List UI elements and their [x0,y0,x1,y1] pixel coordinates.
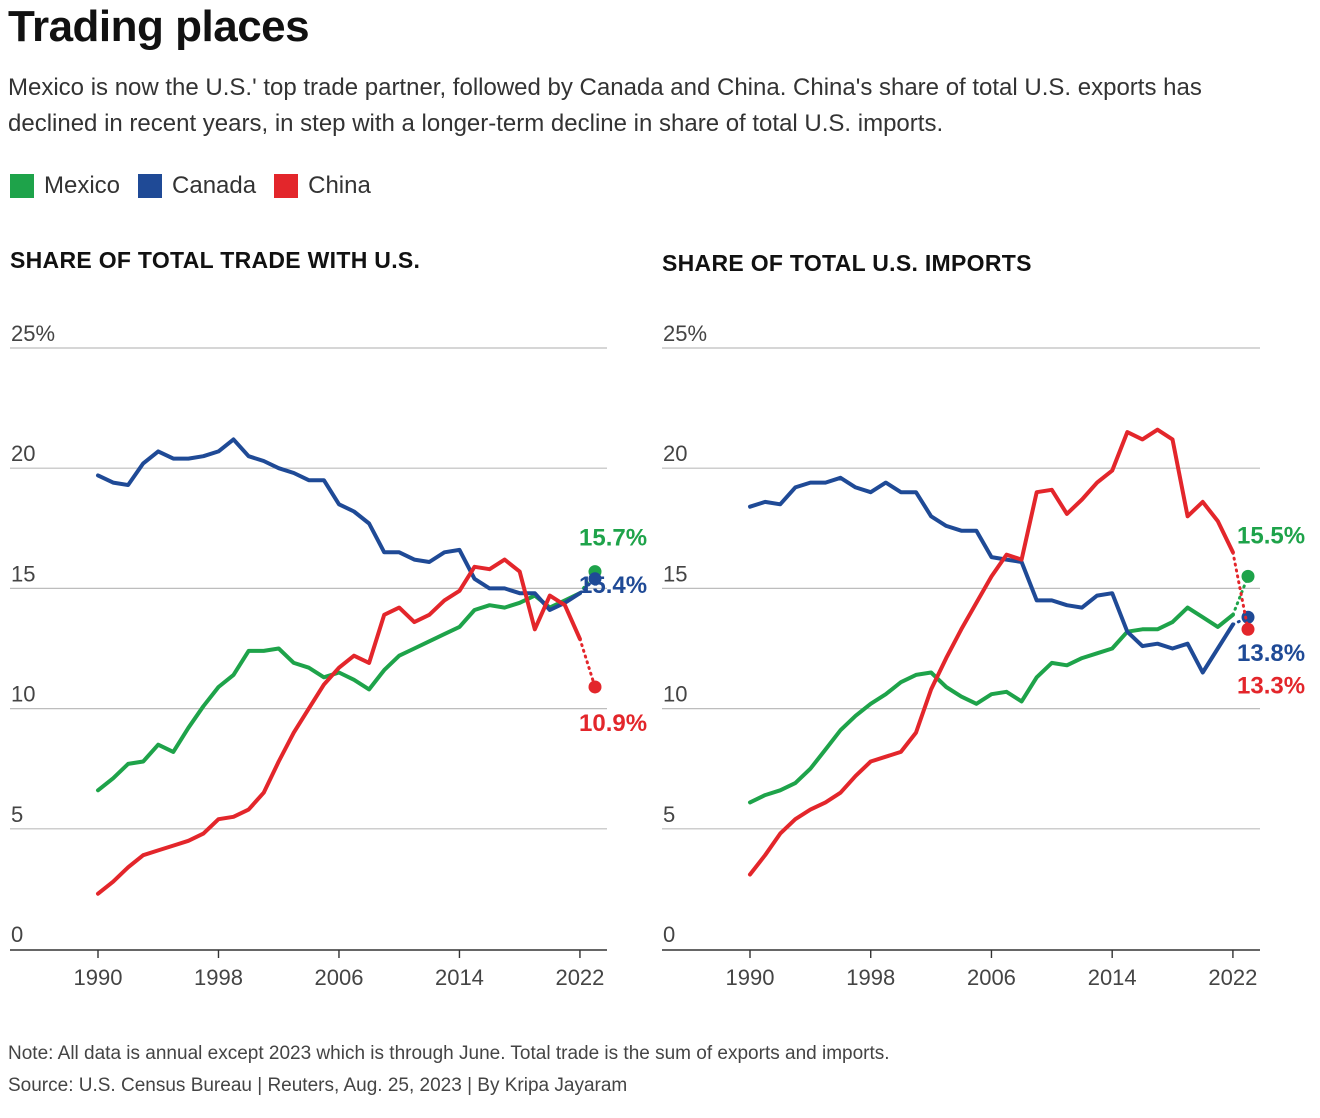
y-tick-label: 5 [11,802,23,827]
y-tick-label: 0 [663,922,675,947]
y-tick-label: 25% [663,321,707,346]
y-tick-label: 10 [11,682,35,707]
x-tick-label: 1990 [74,965,123,990]
y-tick-label: 25% [11,321,55,346]
final-label-mexico: 15.7% [579,525,647,552]
y-tick-label: 10 [663,682,687,707]
final-point-mexico [1241,569,1255,583]
x-tick-label: 2022 [555,965,604,990]
legend-item-canada: Canada [138,172,256,200]
legend-label-canada: Canada [172,172,257,199]
subtitle: Mexico is now the U.S.' top trade partne… [8,74,1202,137]
legend-item-mexico: Mexico [10,172,120,200]
series-dotted-china [1231,550,1250,631]
x-tick-label: 2022 [1208,965,1257,990]
x-tick-label: 2014 [1088,965,1137,990]
legend-swatch-canada [138,174,163,198]
y-tick-label: 20 [663,441,687,466]
final-label-china: 10.9% [579,710,647,737]
legend-swatch-china [274,174,299,198]
legend-label-mexico: Mexico [44,172,121,199]
source-line: Source: U.S. Census Bureau | Reuters, Au… [8,1075,628,1096]
final-point-canada [1241,610,1255,624]
final-label-mexico: 15.5% [1237,522,1305,549]
series-line-china [748,427,1235,877]
legend-swatch-mexico [10,174,34,198]
x-tick-label: 2006 [967,965,1016,990]
final-label-china: 13.3% [1237,672,1305,699]
x-tick-label: 1998 [846,965,895,990]
final-point-china [588,680,602,694]
legend-item-china: China [274,172,371,200]
final-point-china [1241,622,1255,636]
y-tick-label: 0 [11,922,23,947]
series-line-china [96,557,582,896]
chart-imports: 25% 20 15 10 5 0 1990 1998 2006 2014 2022 15.5% 13.8… [662,321,1305,990]
y-tick-label: 20 [11,441,35,466]
charts-canvas: 25% 20 15 10 5 0 1990 1998 2006 2014 2022 15.7% 15.4… [10,321,1305,990]
series-dotted-mexico [578,570,597,595]
series-line-mexico [96,591,582,793]
final-point-canada [588,572,602,586]
x-tick-label: 2014 [435,965,484,990]
y-tick-label: 5 [663,802,675,827]
legend-label-china: China [308,172,371,199]
footnote: Note: All data is annual except 2023 whi… [8,1043,890,1064]
series-dotted-mexico [1231,574,1250,617]
chart-title-total-trade: SHARE OF TOTAL TRADE WITH U.S. [10,247,421,273]
final-label-canada: 13.8% [1237,640,1305,667]
series-line-mexico [748,605,1235,805]
x-tick-label: 2006 [314,965,363,990]
y-tick-label: 15 [11,561,35,586]
y-tick-label: 15 [663,561,687,586]
legend: Mexico Canada China [10,172,371,200]
chart-total-trade: 25% 20 15 10 5 0 1990 1998 2006 2014 2022 15.7% 15.4… [10,321,647,990]
x-tick-label: 1998 [194,965,243,990]
series-dotted-china [578,637,597,689]
series-line-canada [96,437,582,612]
series-line-canada [748,475,1235,675]
final-label-canada: 15.4% [579,572,647,599]
chart-title-imports: SHARE OF TOTAL U.S. IMPORTS [662,250,1032,276]
page-title: Trading places [8,2,310,51]
x-tick-label: 1990 [726,965,775,990]
